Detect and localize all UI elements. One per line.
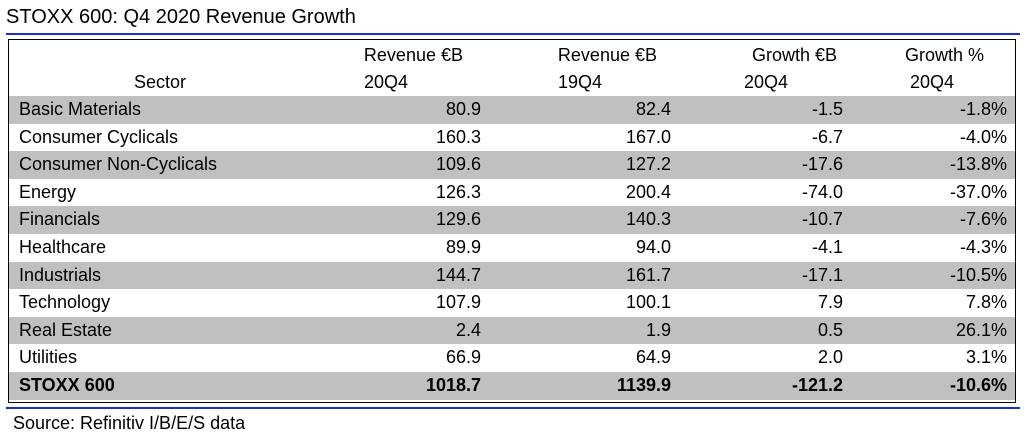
header-line-1: Growth % — [904, 45, 984, 65]
table-row: Technology 107.9 100.1 7.9 7.8% — [9, 289, 1015, 317]
sector-cell: Consumer Non-Cyclicals — [9, 151, 273, 179]
revenue-20q4-cell: 80.9 — [273, 96, 487, 124]
source-note: Source: Refinitiv I/B/E/S data — [13, 413, 246, 433]
sector-cell: Industrials — [9, 261, 273, 290]
column-header-sector: Sector — [9, 40, 273, 96]
growth-pct-cell: -10.5% — [849, 261, 1015, 290]
growth-eur-cell: 0.5 — [679, 316, 849, 345]
table-row: Healthcare 89.9 94.0 -4.1 -4.3% — [9, 234, 1015, 262]
title-divider — [6, 33, 1020, 35]
header-line-1: Revenue €B — [557, 45, 657, 65]
sector-cell: Healthcare — [19, 236, 107, 257]
revenue-20q4-cell: 126.3 — [435, 181, 481, 202]
column-header-growth-eur: Growth €B 20Q4 — [679, 40, 849, 96]
growth-eur-cell: -10.7 — [679, 206, 849, 234]
growth-pct-cell: 7.8% — [965, 292, 1007, 313]
header-line-2: 19Q4 — [557, 72, 602, 92]
revenue-19q4-cell: 1139.9 — [487, 371, 679, 400]
revenue-19q4-cell: 94.0 — [635, 236, 671, 257]
growth-pct-cell: -1.8% — [849, 96, 1015, 124]
table-row: Industrials 144.7 161.7 -17.1 -10.5% — [9, 261, 1015, 290]
revenue-19q4-cell: 1.9 — [487, 316, 679, 345]
revenue-19q4-cell: 100.1 — [625, 292, 671, 313]
table-row: Consumer Non-Cyclicals 109.6 127.2 -17.6… — [9, 151, 1015, 179]
growth-eur-cell: -17.6 — [679, 151, 849, 179]
sector-cell: Energy — [19, 181, 77, 202]
growth-pct-cell: -13.8% — [849, 151, 1015, 179]
sector-cell: Basic Materials — [9, 96, 273, 124]
column-header-revenue-20q4: Revenue €B 20Q4 — [273, 40, 487, 96]
table-row: Energy 126.3 200.4 -74.0 -37.0% — [9, 179, 1015, 207]
table-row: Basic Materials 80.9 82.4 -1.5 -1.8% — [9, 96, 1015, 124]
header-line-1: Growth €B — [751, 45, 837, 65]
header-line-2: 20Q4 — [909, 72, 954, 92]
growth-eur-cell: -17.1 — [679, 261, 849, 290]
growth-pct-cell: -37.0% — [949, 181, 1007, 202]
growth-pct-cell: -4.3% — [959, 236, 1007, 257]
column-header-growth-pct: Growth % 20Q4 — [849, 40, 1015, 96]
table-frame — [8, 39, 1016, 403]
revenue-growth-table: Sector Revenue €B 20Q4 Revenue €B 19Q4 G… — [9, 40, 1015, 400]
growth-eur-cell: -6.7 — [811, 126, 843, 147]
growth-pct-cell: 26.1% — [849, 316, 1015, 345]
column-header-revenue-19q4: Revenue €B 19Q4 — [487, 40, 679, 96]
revenue-20q4-cell: 129.6 — [273, 206, 487, 234]
revenue-19q4-cell: 140.3 — [487, 206, 679, 234]
revenue-20q4-cell: 160.3 — [435, 126, 481, 147]
revenue-19q4-cell: 82.4 — [487, 96, 679, 124]
revenue-20q4-cell: 1018.7 — [273, 371, 487, 400]
header-row: Sector Revenue €B 20Q4 Revenue €B 19Q4 G… — [9, 40, 1015, 96]
growth-pct-cell: 3.1% — [965, 347, 1007, 368]
table-row: Consumer Cyclicals 160.3 167.0 -6.7 -4.0… — [9, 124, 1015, 152]
header-line-1: Revenue €B — [363, 45, 463, 65]
table-row: Real Estate 2.4 1.9 0.5 26.1% — [9, 316, 1015, 345]
header-line-2: Sector — [133, 72, 187, 92]
table-row: Financials 129.6 140.3 -10.7 -7.6% — [9, 206, 1015, 234]
revenue-20q4-cell: 109.6 — [273, 151, 487, 179]
revenue-20q4-cell: 144.7 — [273, 261, 487, 290]
sector-cell: Technology — [19, 292, 111, 313]
growth-eur-cell: -121.2 — [679, 371, 849, 400]
header-line-2: 20Q4 — [363, 72, 408, 92]
growth-pct-cell: -10.6% — [849, 371, 1015, 400]
growth-pct-cell: -7.6% — [849, 206, 1015, 234]
sector-cell: STOXX 600 — [9, 371, 273, 400]
growth-eur-cell: 7.9 — [817, 292, 843, 313]
growth-eur-cell: 2.0 — [817, 347, 843, 368]
source-divider — [6, 407, 1020, 409]
sector-cell: Consumer Cyclicals — [19, 126, 179, 147]
revenue-19q4-cell: 127.2 — [487, 151, 679, 179]
sector-cell: Utilities — [19, 347, 78, 368]
revenue-20q4-cell: 107.9 — [435, 292, 481, 313]
growth-pct-cell: -4.0% — [959, 126, 1007, 147]
revenue-20q4-cell: 2.4 — [273, 316, 487, 345]
revenue-20q4-cell: 66.9 — [445, 347, 481, 368]
growth-eur-cell: -74.0 — [801, 181, 843, 202]
revenue-19q4-cell: 161.7 — [487, 261, 679, 290]
revenue-19q4-cell: 167.0 — [625, 126, 671, 147]
header-line-2: 20Q4 — [743, 72, 788, 92]
revenue-19q4-cell: 64.9 — [635, 347, 671, 368]
sector-cell: Financials — [9, 206, 273, 234]
table-row: Utilities 66.9 64.9 2.0 3.1% — [9, 344, 1015, 372]
revenue-20q4-cell: 89.9 — [445, 236, 481, 257]
growth-eur-cell: -4.1 — [811, 236, 843, 257]
revenue-19q4-cell: 200.4 — [625, 181, 671, 202]
page-title: STOXX 600: Q4 2020 Revenue Growth — [6, 6, 356, 28]
growth-eur-cell: -1.5 — [679, 96, 849, 124]
table-total-row: STOXX 600 1018.7 1139.9 -121.2 -10.6% — [9, 371, 1015, 400]
sector-cell: Real Estate — [9, 316, 273, 345]
